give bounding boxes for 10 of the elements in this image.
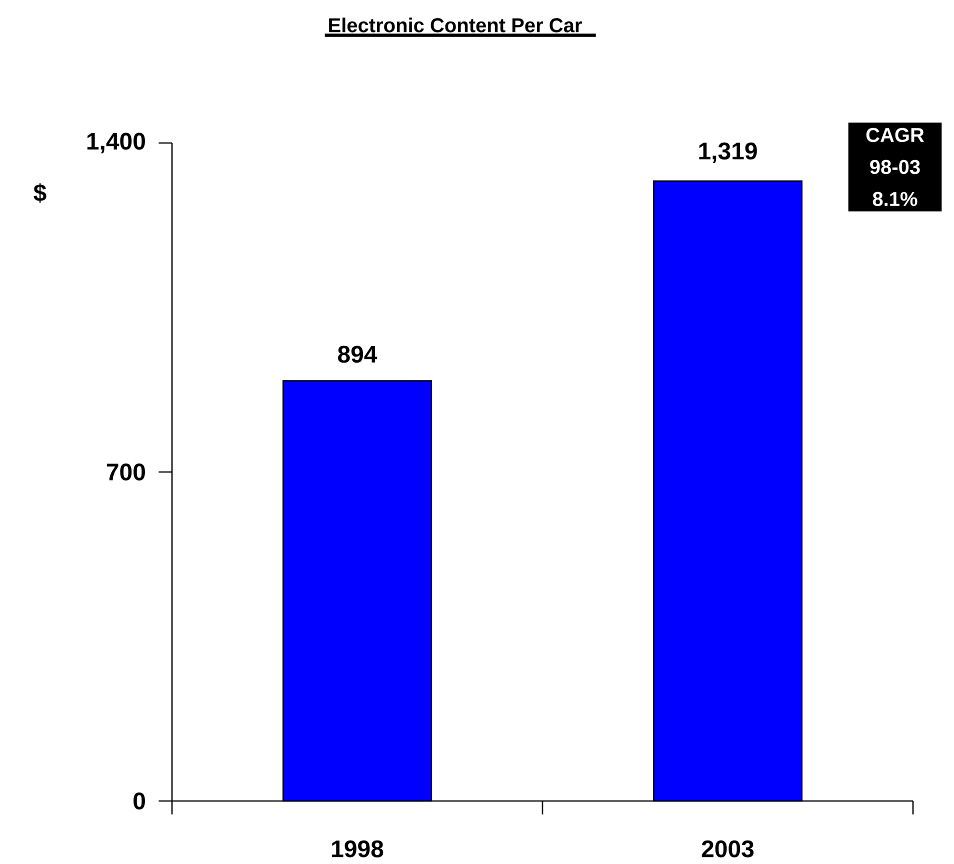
annotation: CAGR 98-03 8.1% (866, 128, 924, 206)
y-tick-label: 1,400 (87, 132, 145, 154)
x-tick-label: 1998 (332, 840, 384, 858)
data-label: 894 (338, 346, 378, 363)
chart-title: Electronic Content Per Car (329, 18, 582, 32)
x-tick-label: 2003 (702, 840, 754, 858)
data-label: 1,319 (699, 142, 757, 164)
y-tick-label: 700 (106, 463, 145, 480)
y-axis-title: $ (34, 183, 46, 203)
y-tick-label: 0 (134, 792, 145, 810)
